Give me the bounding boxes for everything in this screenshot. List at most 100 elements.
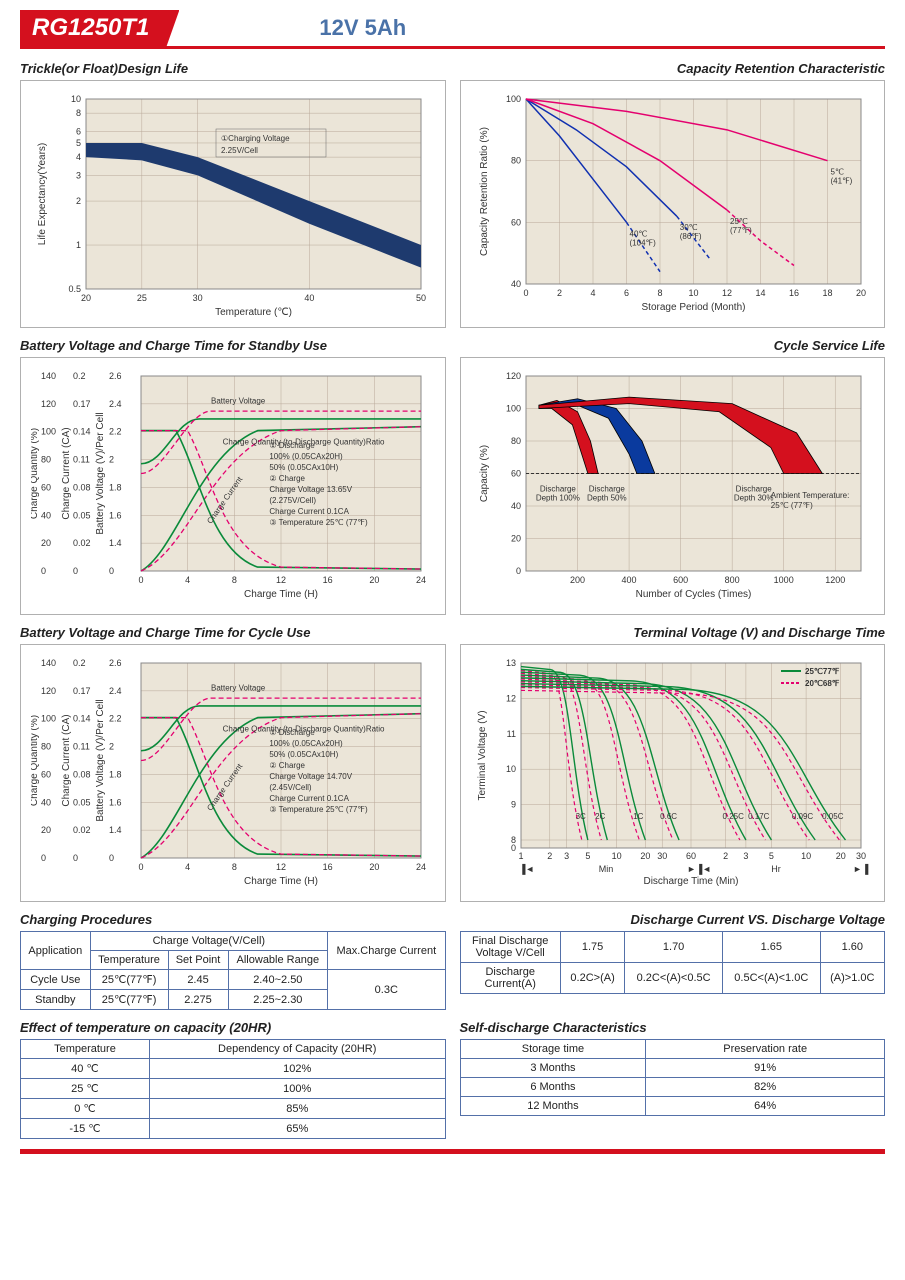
svg-text:① Discharge: ① Discharge bbox=[269, 441, 315, 450]
td: 25℃(77℉) bbox=[90, 990, 168, 1010]
svg-text:4: 4 bbox=[185, 575, 190, 585]
svg-text:Terminal Voltage (V): Terminal Voltage (V) bbox=[477, 710, 488, 800]
svg-text:50: 50 bbox=[416, 293, 426, 303]
svg-text:16: 16 bbox=[788, 288, 798, 298]
svg-text:8: 8 bbox=[657, 288, 662, 298]
svg-text:0: 0 bbox=[109, 566, 114, 576]
svg-text:9: 9 bbox=[510, 800, 515, 810]
svg-text:10: 10 bbox=[71, 94, 81, 104]
retention-title: Capacity Retention Characteristic bbox=[460, 61, 886, 76]
svg-text:5: 5 bbox=[768, 851, 773, 861]
svg-text:25℃77℉: 25℃77℉ bbox=[805, 667, 840, 676]
td: Cycle Use bbox=[21, 970, 91, 990]
svg-text:Battery Voltage (V)/Per Cell: Battery Voltage (V)/Per Cell bbox=[95, 412, 106, 534]
svg-text:20: 20 bbox=[855, 288, 865, 298]
svg-text:4: 4 bbox=[76, 152, 81, 162]
svg-text:8: 8 bbox=[232, 862, 237, 872]
svg-text:1.8: 1.8 bbox=[109, 482, 122, 492]
svg-text:5: 5 bbox=[76, 138, 81, 148]
svg-text:① Discharge: ① Discharge bbox=[269, 728, 315, 737]
td: 0.5C<(A)<1.0C bbox=[722, 963, 820, 994]
svg-text:3: 3 bbox=[564, 851, 569, 861]
svg-text:4: 4 bbox=[185, 862, 190, 872]
svg-text:18: 18 bbox=[822, 288, 832, 298]
svg-text:6: 6 bbox=[623, 288, 628, 298]
svg-text:Storage Period (Month): Storage Period (Month) bbox=[641, 302, 745, 313]
svg-text:2.2: 2.2 bbox=[109, 427, 122, 437]
svg-text:1.4: 1.4 bbox=[109, 538, 122, 548]
svg-text:6: 6 bbox=[76, 126, 81, 136]
svg-text:20: 20 bbox=[510, 534, 520, 544]
svg-text:20: 20 bbox=[41, 538, 51, 548]
svg-text:0.08: 0.08 bbox=[73, 769, 91, 779]
svg-text:2.25V/Cell: 2.25V/Cell bbox=[221, 146, 258, 155]
model-badge: RG1250T1 bbox=[20, 10, 179, 46]
svg-text:100% (0.05CAx20H): 100% (0.05CAx20H) bbox=[269, 739, 343, 748]
svg-text:(86℉): (86℉) bbox=[679, 232, 701, 241]
svg-text:10: 10 bbox=[688, 288, 698, 298]
svg-text:0.14: 0.14 bbox=[73, 714, 91, 724]
svg-text:140: 140 bbox=[41, 658, 56, 668]
svg-text:0.05: 0.05 bbox=[73, 510, 91, 520]
td: Discharge Current(A) bbox=[460, 963, 560, 994]
cycle-life-title: Cycle Service Life bbox=[460, 338, 886, 353]
svg-text:Discharge: Discharge bbox=[539, 485, 576, 494]
svg-text:Charge Current 0.1CA: Charge Current 0.1CA bbox=[269, 794, 349, 803]
svg-text:600: 600 bbox=[673, 575, 688, 585]
svg-text:0.11: 0.11 bbox=[73, 742, 90, 752]
page-header: RG1250T1 12V 5Ah bbox=[20, 10, 885, 49]
svg-text:1.8: 1.8 bbox=[109, 769, 122, 779]
svg-text:2.4: 2.4 bbox=[109, 399, 122, 409]
svg-text:25℃: 25℃ bbox=[730, 217, 748, 226]
svg-text:▐◄: ▐◄ bbox=[519, 863, 534, 875]
svg-text:100: 100 bbox=[41, 427, 56, 437]
svg-text:120: 120 bbox=[41, 399, 56, 409]
svg-text:30: 30 bbox=[855, 851, 865, 861]
svg-text:1200: 1200 bbox=[825, 575, 845, 585]
self-discharge-table: Storage timePreservation rate3 Months91%… bbox=[460, 1039, 886, 1116]
svg-text:Charge Current 0.1CA: Charge Current 0.1CA bbox=[269, 507, 349, 516]
td: 1.65 bbox=[722, 932, 820, 963]
svg-text:0: 0 bbox=[41, 853, 46, 863]
standby-panel: Battery Voltage and Charge Time for Stan… bbox=[20, 338, 446, 615]
svg-text:Number of Cycles (Times): Number of Cycles (Times) bbox=[635, 589, 751, 600]
discharge-v-table: Final Discharge Voltage V/Cell 1.75 1.70… bbox=[460, 931, 886, 994]
svg-text:11: 11 bbox=[506, 729, 515, 739]
svg-text:20: 20 bbox=[81, 293, 91, 303]
svg-text:8: 8 bbox=[232, 575, 237, 585]
self-discharge-panel: Self-discharge Characteristics Storage t… bbox=[460, 1020, 886, 1139]
svg-text:40℃: 40℃ bbox=[629, 229, 647, 238]
svg-text:Charge Time (H): Charge Time (H) bbox=[244, 589, 318, 600]
svg-text:20: 20 bbox=[41, 825, 51, 835]
svg-text:2: 2 bbox=[723, 851, 728, 861]
svg-text:►▐: ►▐ bbox=[853, 863, 869, 875]
svg-text:Capacity Retention Ratio (%): Capacity Retention Ratio (%) bbox=[479, 127, 490, 256]
spec-text: 12V 5Ah bbox=[319, 15, 406, 41]
svg-text:Charge Quantity (%): Charge Quantity (%) bbox=[31, 715, 40, 806]
svg-text:24: 24 bbox=[416, 575, 426, 585]
svg-text:1.6: 1.6 bbox=[109, 797, 122, 807]
svg-text:0.2: 0.2 bbox=[73, 658, 86, 668]
svg-text:0: 0 bbox=[523, 288, 528, 298]
temp-effect-title: Effect of temperature on capacity (20HR) bbox=[20, 1020, 446, 1035]
svg-text:5: 5 bbox=[585, 851, 590, 861]
svg-text:3C: 3C bbox=[575, 812, 585, 821]
svg-text:100: 100 bbox=[505, 404, 520, 414]
svg-text:2.6: 2.6 bbox=[109, 371, 122, 381]
td-max: 0.3C bbox=[328, 970, 445, 1010]
svg-text:3: 3 bbox=[743, 851, 748, 861]
svg-text:2: 2 bbox=[109, 742, 114, 752]
svg-text:Discharge: Discharge bbox=[735, 485, 772, 494]
svg-text:0: 0 bbox=[510, 843, 515, 853]
svg-text:80: 80 bbox=[41, 742, 51, 752]
footer-bar bbox=[20, 1149, 885, 1154]
svg-text:Charge Voltage 13.65V: Charge Voltage 13.65V bbox=[269, 485, 352, 494]
svg-text:(77℉): (77℉) bbox=[730, 226, 752, 235]
cycle-use-panel: Battery Voltage and Charge Time for Cycl… bbox=[20, 625, 446, 902]
svg-text:12: 12 bbox=[276, 862, 286, 872]
th-app: Application bbox=[21, 932, 91, 970]
trickle-title: Trickle(or Float)Design Life bbox=[20, 61, 446, 76]
svg-text:0: 0 bbox=[41, 566, 46, 576]
td: 25℃(77℉) bbox=[90, 970, 168, 990]
svg-text:40: 40 bbox=[510, 279, 520, 289]
